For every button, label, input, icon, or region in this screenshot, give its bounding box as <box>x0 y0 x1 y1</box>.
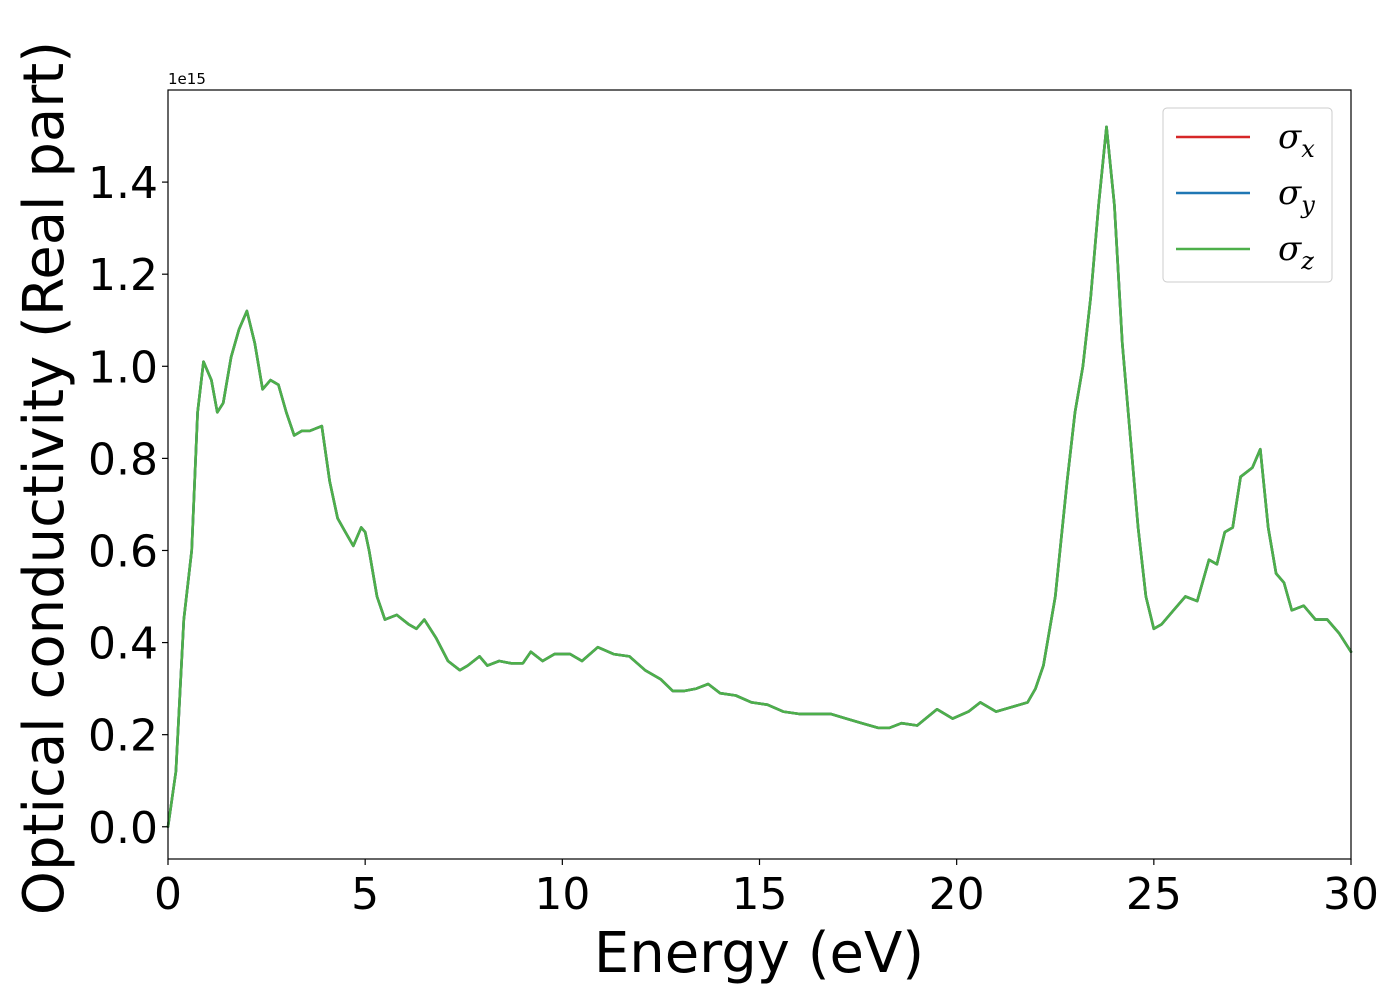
y-tick-label: 1.0 <box>88 342 158 393</box>
x-tick-label: 15 <box>732 869 788 920</box>
y-offset-label: 1e15 <box>168 70 206 88</box>
x-tick-label: 5 <box>351 869 379 920</box>
x-axis-label: Energy (eV) <box>594 921 924 986</box>
legend-box <box>1162 107 1333 283</box>
series-line-z <box>166 125 1353 829</box>
y-axis-ticks: 0.0 0.2 0.4 0.6 0.8 1.0 1.2 1.4 <box>88 158 168 854</box>
y-tick-label: 0.6 <box>88 526 158 577</box>
legend: σx σy σz <box>1162 107 1333 283</box>
y-tick-label: 0.8 <box>88 434 158 485</box>
series-layer <box>166 125 1353 829</box>
x-tick-label: 30 <box>1323 869 1379 920</box>
y-tick-label: 0.2 <box>88 711 158 762</box>
y-tick-label: 1.4 <box>88 158 158 209</box>
x-tick-label: 20 <box>929 869 985 920</box>
legend-label-z: σz <box>1278 229 1314 275</box>
x-tick-label: 0 <box>154 869 182 920</box>
x-axis-ticks: 0 5 10 15 20 25 30 <box>154 859 1379 920</box>
legend-label-y: σy <box>1278 173 1315 219</box>
y-axis-label: Optical conductivity (Real part) <box>12 41 77 915</box>
y-tick-label: 0.0 <box>88 803 158 854</box>
legend-label-x: σx <box>1278 117 1315 163</box>
y-tick-label: 0.4 <box>88 619 158 670</box>
y-tick-label: 1.2 <box>88 250 158 301</box>
x-tick-label: 10 <box>534 869 590 920</box>
x-tick-label: 25 <box>1126 869 1182 920</box>
